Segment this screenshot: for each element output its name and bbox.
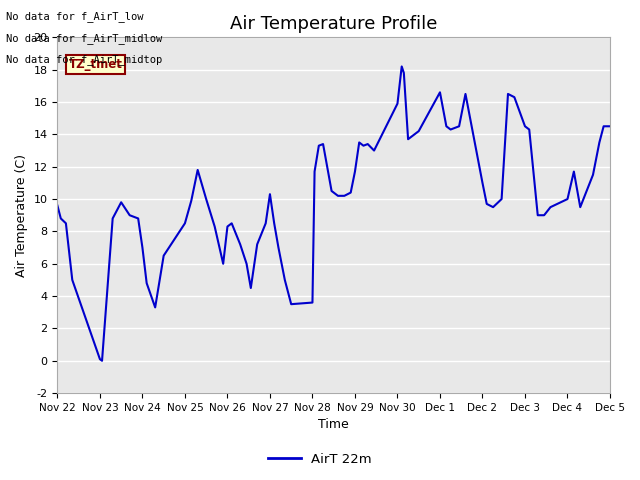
Y-axis label: Air Temperature (C): Air Temperature (C) [15,154,28,277]
Text: No data for f_AirT_midtop: No data for f_AirT_midtop [6,54,163,65]
X-axis label: Time: Time [318,419,349,432]
Text: No data for f_AirT_low: No data for f_AirT_low [6,11,144,22]
Title: Air Temperature Profile: Air Temperature Profile [230,15,437,33]
Text: TZ_tmet: TZ_tmet [68,58,122,71]
Legend: AirT 22m: AirT 22m [262,447,378,471]
Text: No data for f_AirT_midlow: No data for f_AirT_midlow [6,33,163,44]
